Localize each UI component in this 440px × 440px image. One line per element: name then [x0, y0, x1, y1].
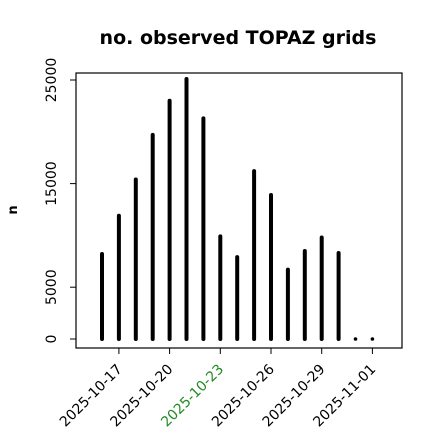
y-axis: 0 5000 15000 25000: [44, 58, 76, 344]
y-tick-label: 25000: [44, 58, 60, 103]
y-axis-label: n: [6, 205, 21, 214]
bar: [370, 337, 375, 341]
y-tick-label: 0: [44, 335, 60, 344]
chart-title: no. observed TOPAZ grids: [100, 27, 377, 49]
bars: [100, 76, 375, 341]
y-tick-label: 15000: [44, 161, 60, 206]
y-tick-label: 5000: [44, 269, 60, 305]
bar: [353, 337, 358, 341]
x-axis: 2025-10-172025-10-202025-10-232025-10-26…: [57, 348, 379, 430]
plot-box: [75, 72, 403, 349]
